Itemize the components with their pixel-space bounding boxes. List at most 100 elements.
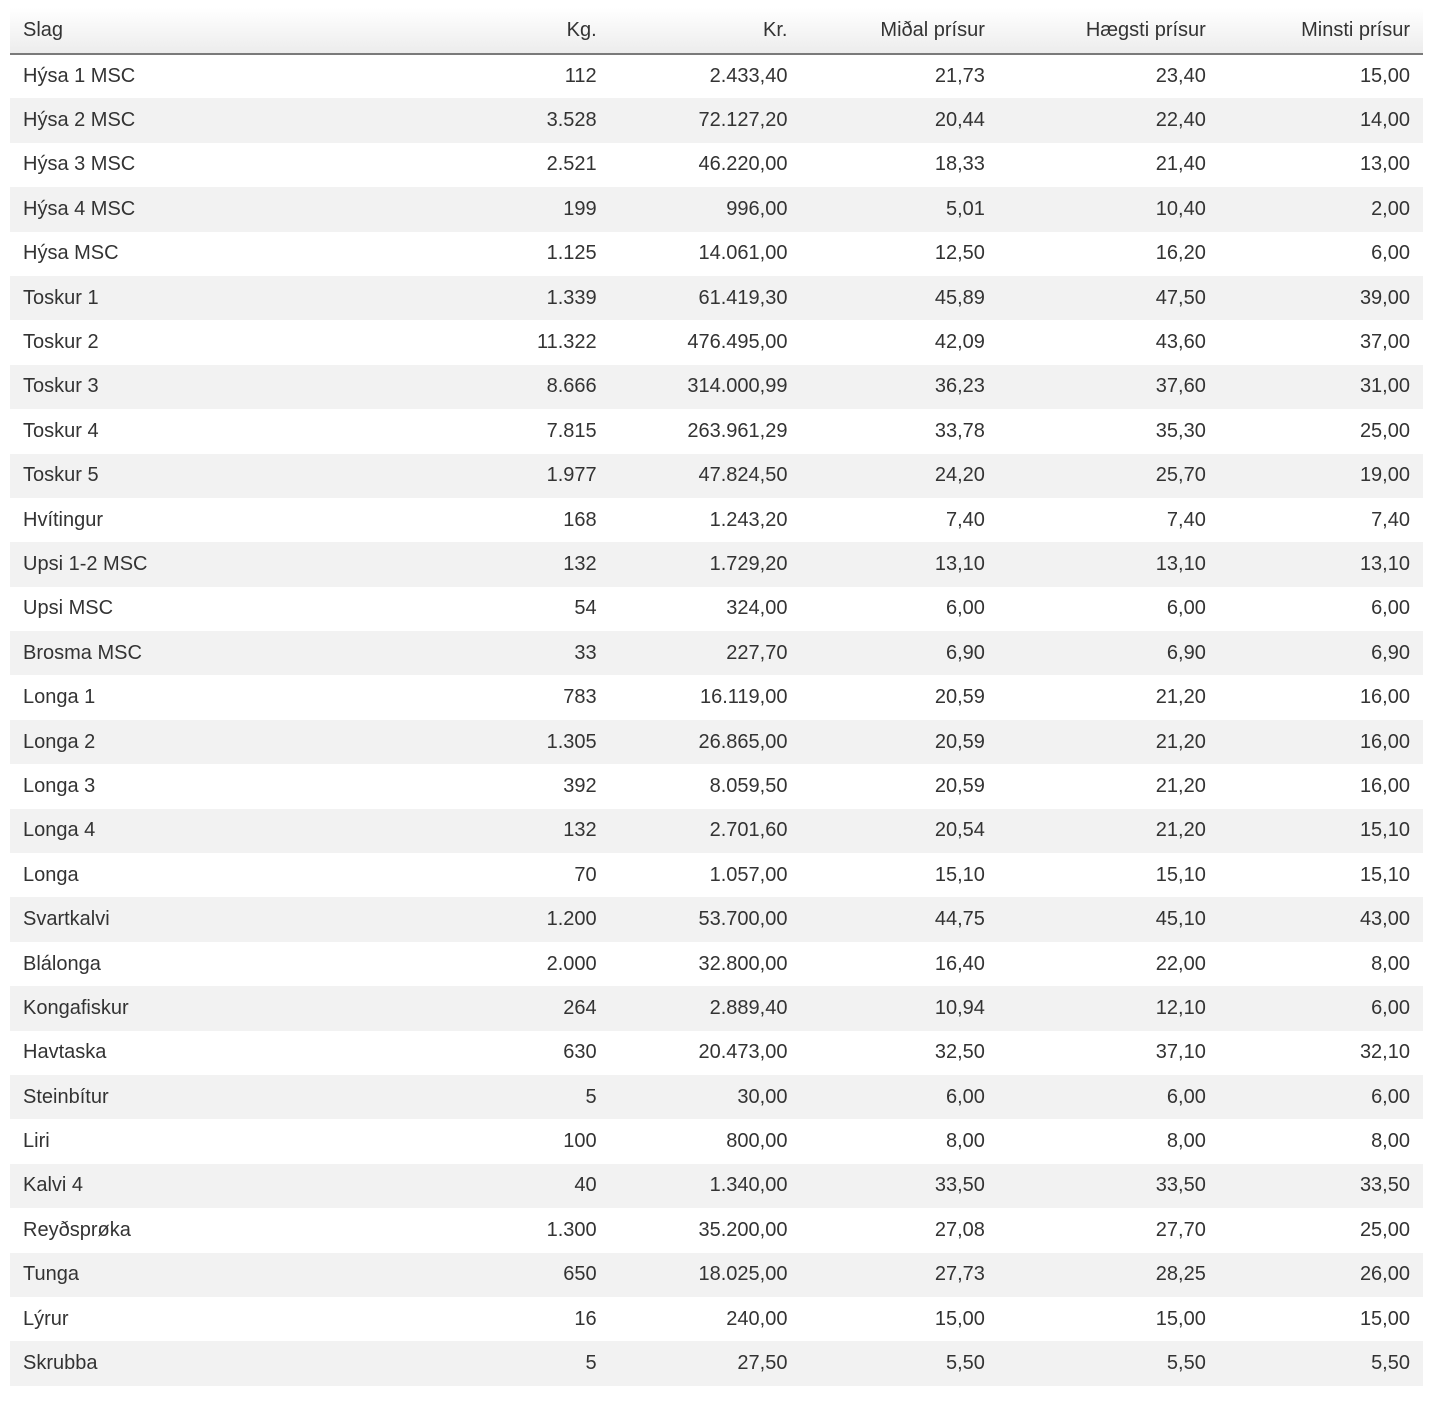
cell-kg: 168 [563, 508, 597, 531]
table-row: Toskur 4 7.815 263.961,29 33,78 35,30 25,00 [10, 409, 1423, 453]
cell-min-price: 13,10 [1359, 552, 1410, 575]
cell-max-price: 23,40 [1155, 65, 1206, 88]
cell-kg: 2.000 [546, 952, 597, 975]
header-max-price[interactable]: Hægsti prísur [997, 8, 1219, 55]
cell-avg-price: 15,10 [934, 863, 985, 886]
cell-kg: 132 [563, 819, 597, 842]
cell-slag: Kalvi 4 [23, 1174, 84, 1197]
cell-kr: 324,00 [726, 597, 788, 620]
cell-slag: Longa 1 [23, 686, 96, 709]
cell-kg: 112 [564, 65, 597, 88]
cell-slag: Hýsa 4 MSC [23, 197, 136, 220]
cell-slag: Longa 3 [23, 774, 96, 797]
cell-kg: 650 [563, 1263, 597, 1286]
table-row: Upsi MSC 54 324,00 6,00 6,00 6,00 [10, 587, 1423, 631]
cell-max-price: 22,40 [1155, 109, 1206, 132]
header-kr[interactable]: Kr. [609, 8, 801, 55]
cell-avg-price: 7,40 [945, 508, 985, 531]
table-row: Skrubba 5 27,50 5,50 5,50 5,50 [10, 1341, 1423, 1386]
cell-avg-price: 12,50 [934, 242, 985, 265]
cell-slag: Hýsa 2 MSC [23, 109, 136, 132]
cell-min-price: 6,00 [1371, 597, 1410, 620]
table-row: Toskur 5 1.977 47.824,50 24,20 25,70 19,00 [10, 453, 1423, 498]
cell-kr: 47.824,50 [698, 464, 788, 487]
cell-max-price: 16,20 [1155, 242, 1206, 265]
table-body: Hýsa 1 MSC 112 2.433,40 21,73 23,40 15,00 Hýsa… [10, 54, 1423, 1386]
header-slag[interactable]: Slag [10, 8, 480, 55]
cell-slag: Kongafiskur [23, 996, 129, 1019]
cell-avg-price: 6,00 [945, 1085, 985, 1108]
cell-kr: 8.059,50 [709, 774, 788, 797]
cell-slag: Toskur 3 [23, 375, 99, 398]
header-kg[interactable]: Kg. [480, 8, 610, 55]
cell-min-price: 43,00 [1359, 908, 1410, 931]
cell-kr: 14.061,00 [698, 242, 788, 265]
cell-max-price: 15,00 [1155, 1307, 1206, 1330]
table-row: Lýrur 16 240,00 15,00 15,00 15,00 [10, 1297, 1423, 1341]
table-header: Slag Kg. Kr. Miðal prísur Hægsti prísur … [10, 8, 1423, 55]
cell-max-price: 8,00 [1166, 1130, 1206, 1153]
cell-min-price: 6,00 [1371, 242, 1410, 265]
cell-kr: 2.889,40 [709, 996, 788, 1019]
table-row: Steinbítur 5 30,00 6,00 6,00 6,00 [10, 1074, 1423, 1120]
cell-kg: 392 [563, 774, 597, 797]
cell-kr: 20.473,00 [698, 1041, 788, 1064]
cell-kr: 35.200,00 [698, 1218, 788, 1241]
cell-min-price: 7,40 [1371, 508, 1410, 531]
cell-min-price: 15,10 [1359, 863, 1410, 886]
table-row: Tunga 650 18.025,00 27,73 28,25 26,00 [10, 1252, 1423, 1297]
cell-max-price: 21,20 [1155, 774, 1206, 797]
header-min-price[interactable]: Minsti prísur [1218, 8, 1423, 55]
cell-max-price: 25,70 [1155, 464, 1206, 487]
cell-kr: 26.865,00 [698, 730, 788, 753]
cell-avg-price: 13,10 [934, 552, 985, 575]
cell-min-price: 19,00 [1359, 464, 1410, 487]
cell-min-price: 13,00 [1359, 153, 1410, 176]
cell-min-price: 15,00 [1359, 1307, 1410, 1330]
cell-slag: Toskur 1 [23, 286, 99, 309]
cell-avg-price: 15,00 [934, 1307, 985, 1330]
table-row: Svartkalvi 1.200 53.700,00 44,75 45,10 43,00 [10, 897, 1423, 942]
cell-kg: 33 [574, 641, 597, 664]
cell-avg-price: 6,90 [945, 641, 985, 664]
cell-avg-price: 6,00 [945, 597, 985, 620]
cell-kg: 100 [563, 1130, 597, 1153]
cell-avg-price: 20,54 [934, 819, 985, 842]
cell-max-price: 45,10 [1155, 908, 1206, 931]
cell-kg: 630 [563, 1041, 597, 1064]
cell-max-price: 22,00 [1155, 952, 1206, 975]
cell-slag: Longa [23, 863, 79, 886]
cell-min-price: 37,00 [1359, 331, 1410, 354]
cell-kr: 18.025,00 [698, 1263, 788, 1286]
table-row: Longa 1 783 16.119,00 20,59 21,20 16,00 [10, 675, 1423, 719]
cell-max-price: 21,20 [1155, 686, 1206, 709]
cell-max-price: 47,50 [1155, 286, 1206, 309]
table-row: Kongafiskur 264 2.889,40 10,94 12,10 6,00 [10, 986, 1423, 1031]
cell-min-price: 15,10 [1359, 819, 1410, 842]
cell-max-price: 5,50 [1166, 1352, 1206, 1375]
table-row: Reyðsprøka 1.300 35.200,00 27,08 27,70 25,00 [10, 1208, 1423, 1252]
cell-slag: Liri [23, 1130, 50, 1153]
cell-slag: Hvítingur [23, 508, 104, 531]
cell-slag: Longa 2 [23, 730, 96, 753]
cell-avg-price: 20,59 [934, 686, 985, 709]
cell-max-price: 21,20 [1155, 730, 1206, 753]
cell-avg-price: 36,23 [934, 375, 985, 398]
cell-avg-price: 20,59 [934, 730, 985, 753]
cell-avg-price: 20,59 [934, 774, 985, 797]
cell-slag: Toskur 2 [23, 331, 99, 354]
cell-max-price: 21,40 [1155, 153, 1206, 176]
cell-max-price: 6,00 [1166, 1085, 1206, 1108]
cell-min-price: 39,00 [1359, 286, 1410, 309]
cell-kg: 783 [563, 686, 597, 709]
header-avg-price[interactable]: Miðal prísur [800, 8, 998, 55]
cell-kr: 46.220,00 [698, 153, 788, 176]
cell-kr: 16.119,00 [699, 686, 788, 709]
cell-min-price: 6,90 [1371, 641, 1410, 664]
cell-min-price: 31,00 [1359, 375, 1410, 398]
cell-kg: 1.125 [546, 242, 597, 265]
table-row: Hýsa MSC 1.125 14.061,00 12,50 16,20 6,00 [10, 232, 1423, 276]
cell-max-price: 12,10 [1155, 996, 1206, 1019]
price-table: Slag Kg. Kr. Miðal prísur Hægsti prísur … [10, 8, 1423, 1386]
cell-kr: 1.340,00 [709, 1174, 788, 1197]
